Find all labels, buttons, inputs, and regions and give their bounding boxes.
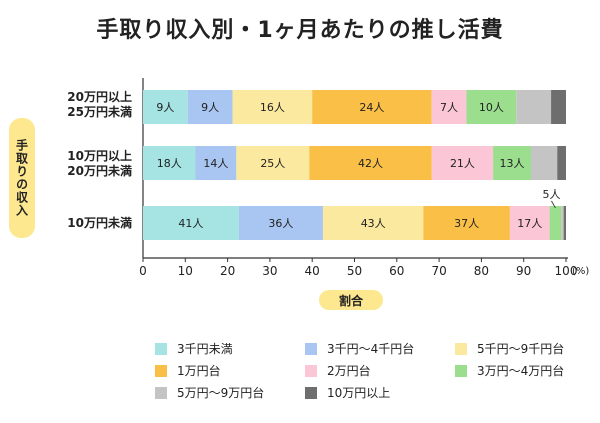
bars: 9人 9人 16人 24人 7人 10人 18人 14人 25人 42人 21人 13人 41人 36人 4… [143, 90, 566, 240]
y-axis-title: 手取りの収入 [9, 118, 35, 238]
bar-value-label: 14人 [203, 157, 228, 170]
legend-item: 5万円～9万円台 [155, 384, 264, 401]
row-label-under-10: 10万円未満 [22, 216, 132, 231]
bar-segment [561, 206, 564, 240]
row-label-10-20: 10万円以上 20万円未満 [22, 149, 132, 179]
x-tick-label: 60 [389, 264, 404, 278]
bar-value-label: 18人 [157, 157, 182, 170]
x-tick-label: 30 [262, 264, 277, 278]
legend-label: 10万円以上 [327, 386, 391, 400]
bar-segment [232, 90, 313, 124]
legend-label: 5千円～9千円台 [477, 342, 565, 356]
x-tick-label: 90 [516, 264, 531, 278]
legend-swatch [455, 364, 467, 377]
bar-segment [493, 146, 531, 180]
bar-segment [549, 206, 562, 240]
bar-segment [551, 90, 566, 124]
legend-item: 2万円台 [305, 362, 371, 379]
bar-value-label: 9人 [201, 101, 219, 114]
bar-segment [143, 146, 196, 180]
bar-value-label: 42人 [358, 157, 383, 170]
bar-segment [431, 146, 494, 180]
bar-segment [509, 206, 550, 240]
bar-segment [431, 90, 467, 124]
bar-segment [423, 206, 510, 240]
row-label-20-25-line1: 20万円以上 [67, 90, 132, 104]
x-tick-label: 10 [178, 264, 193, 278]
row-label-under-10-line1: 10万円未満 [67, 216, 132, 230]
row-label-20-25-line2: 25万円未満 [67, 105, 132, 119]
bar-value-label: 16人 [260, 101, 285, 114]
row-label-10-20-line2: 20万円未満 [67, 164, 132, 178]
bar-segment [557, 146, 566, 180]
bar-value-label: 25人 [260, 157, 285, 170]
bar-callout-line [551, 200, 556, 209]
bar-segment [236, 146, 310, 180]
bar-value-label: 41人 [178, 217, 203, 230]
bar-segment [195, 146, 237, 180]
legend-label: 2万円台 [327, 364, 371, 378]
x-tick-label: 0 [139, 264, 147, 278]
legend-item: 3千円未満 [155, 340, 233, 357]
x-tick-label: 40 [305, 264, 320, 278]
bar-value-label: 10人 [479, 101, 504, 114]
legend-swatch [155, 386, 167, 399]
bar-segment [312, 90, 432, 124]
bar-segment [143, 90, 188, 124]
legend-swatch [305, 342, 317, 355]
chart-title: 手取り収入別・1ヶ月あたりの推し活費 [96, 18, 504, 43]
bar-segment [466, 90, 517, 124]
x-tick-label: 20 [220, 264, 235, 278]
bar-value-label: 21人 [450, 157, 475, 170]
bar-value-label: 5人 [542, 188, 560, 201]
row-label-10-20-line1: 10万円以上 [67, 149, 132, 163]
x-ticks: 0 10 20 30 40 50 60 70 80 90 100(%) [139, 258, 589, 278]
legend-label: 3千円未満 [177, 342, 233, 356]
bar-segment [516, 90, 552, 124]
bar-value-label: 7人 [440, 101, 458, 114]
legend-item: 5千円～9千円台 [455, 340, 564, 357]
legend-item: 3万円～4万円台 [455, 362, 564, 379]
legend-swatch [155, 342, 167, 355]
bar-value-label: 9人 [156, 101, 174, 114]
legend-swatch [305, 386, 317, 399]
x-tick-label: 80 [474, 264, 489, 278]
legend-swatch [455, 342, 467, 355]
bar-segment [143, 206, 239, 240]
bar-segment [322, 206, 424, 240]
legend-label: 3万円～4万円台 [477, 364, 565, 378]
bar-segment [563, 206, 566, 240]
bar-value-label: 36人 [268, 217, 293, 230]
legend-item: 1万円台 [155, 362, 221, 379]
x-tick-label: 50 [347, 264, 362, 278]
bar-value-label: 13人 [500, 157, 525, 170]
x-unit-label: (%) [572, 266, 589, 277]
x-axis-title: 割合 [319, 290, 383, 310]
x-tick-label: 100 [555, 264, 578, 278]
chart-plot: 9人 9人 16人 24人 7人 10人 18人 14人 25人 42人 21人 13人 41人 36人 4… [139, 78, 589, 278]
row-label-20-25: 20万円以上 25万円未満 [22, 90, 132, 120]
x-tick-label: 70 [431, 264, 446, 278]
bar-value-label: 24人 [359, 101, 384, 114]
bar-segment [187, 90, 233, 124]
bar-value-label: 37人 [454, 217, 479, 230]
bar-segment [238, 206, 323, 240]
legend-swatch [305, 364, 317, 377]
bar-value-label: 17人 [517, 217, 542, 230]
legend-label: 1万円台 [177, 364, 221, 378]
legend-item: 3千円～4千円台 [305, 340, 414, 357]
bar-segment [309, 146, 432, 180]
legend-label: 5万円～9万円台 [177, 386, 265, 400]
legend-swatch [155, 364, 167, 377]
bar-segment [530, 146, 558, 180]
legend-label: 3千円～4千円台 [327, 342, 415, 356]
legend-item: 10万円以上 [305, 384, 390, 401]
bar-value-label: 43人 [361, 217, 386, 230]
